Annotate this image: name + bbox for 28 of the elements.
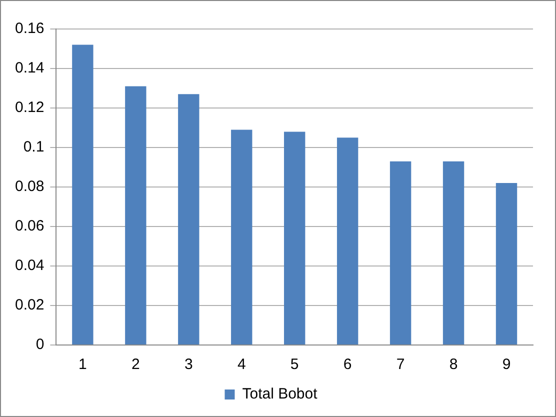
y-tick-label: 0.02 bbox=[14, 296, 44, 314]
y-tick-label: 0 bbox=[36, 336, 44, 354]
y-tick-label: 0.04 bbox=[14, 257, 44, 274]
y-tick-label: 0.06 bbox=[14, 218, 44, 235]
x-tick-label: 1 bbox=[78, 356, 87, 374]
x-tick-label: 9 bbox=[502, 356, 511, 374]
bar bbox=[390, 161, 412, 344]
x-tick-label: 8 bbox=[449, 356, 458, 374]
x-tick-label: 5 bbox=[290, 356, 299, 374]
bar bbox=[178, 94, 200, 344]
bar bbox=[496, 183, 518, 344]
bar bbox=[284, 132, 306, 344]
bar bbox=[336, 138, 358, 344]
x-tick-label: 7 bbox=[396, 356, 405, 374]
y-tick-label: 0.12 bbox=[14, 99, 44, 116]
y-tick-label: 0.1 bbox=[23, 138, 44, 156]
x-tick-label: 2 bbox=[131, 356, 140, 374]
x-tick-label: 3 bbox=[184, 356, 193, 374]
y-tick-label: 0.14 bbox=[14, 60, 44, 77]
bar bbox=[72, 44, 94, 344]
y-tick-label: 0.08 bbox=[14, 178, 44, 196]
bar bbox=[125, 86, 146, 344]
bar bbox=[442, 161, 464, 344]
legend-label: Total Bobot bbox=[242, 386, 318, 403]
x-tick-label: 6 bbox=[343, 356, 352, 374]
bar bbox=[231, 130, 252, 344]
y-tick-label: 0.16 bbox=[14, 20, 44, 38]
x-tick-label: 4 bbox=[237, 356, 246, 374]
